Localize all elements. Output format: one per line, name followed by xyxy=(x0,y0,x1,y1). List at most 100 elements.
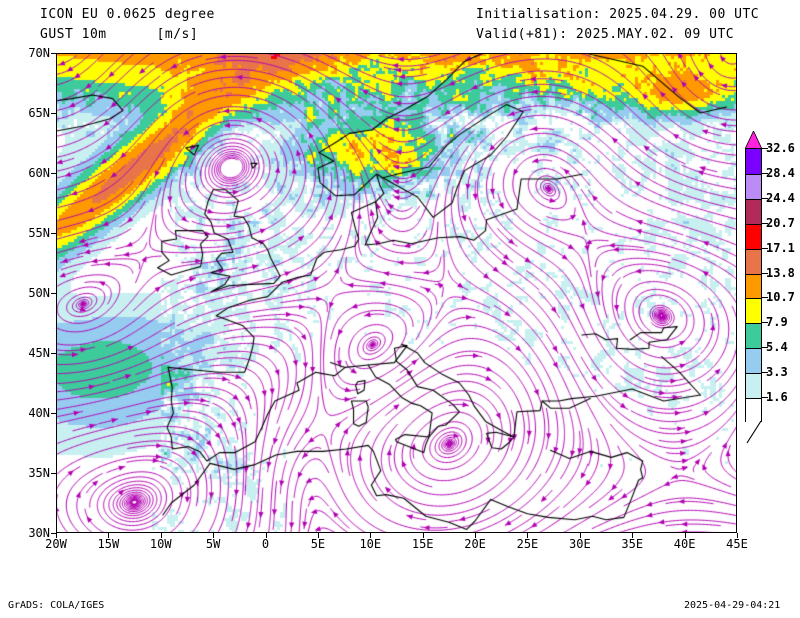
colorbar-tick xyxy=(762,247,768,249)
colorbar-tick xyxy=(762,322,768,324)
x-tick-mark xyxy=(422,533,424,538)
colorbar-tick-label: 3.3 xyxy=(766,365,788,380)
y-tick-label: 60N xyxy=(28,166,50,180)
y-tick-label: 50N xyxy=(28,286,50,300)
colorbar-band xyxy=(746,323,761,349)
colorbar-tick-label: 7.9 xyxy=(766,315,788,330)
y-tick-mark xyxy=(51,53,56,54)
x-tick-label: 35E xyxy=(621,537,644,551)
map-plot-area xyxy=(56,53,737,533)
x-tick-mark xyxy=(370,533,372,538)
x-tick-label: 30E xyxy=(569,537,591,551)
y-tick-label: 45N xyxy=(28,346,50,360)
colorbar-band xyxy=(746,149,761,174)
colorbar-tick-label: 17.1 xyxy=(766,240,795,255)
colorbar-tick-label: 24.4 xyxy=(766,190,795,205)
colorbar-band xyxy=(746,273,761,299)
y-tick-mark xyxy=(51,233,56,234)
colorbar-divider xyxy=(746,273,761,275)
colorbar-band xyxy=(746,398,761,423)
x-tick-mark xyxy=(265,533,267,538)
colorbar-band xyxy=(746,198,761,224)
colorbar-tick xyxy=(762,197,768,199)
x-tick-label: 20W xyxy=(45,537,67,551)
x-tick-label: 40E xyxy=(673,537,696,551)
gust-field-canvas xyxy=(56,53,737,533)
x-tick-mark xyxy=(632,533,634,538)
y-tick-label: 40N xyxy=(28,406,50,420)
y-tick-label: 55N xyxy=(28,226,50,240)
colorbar-divider xyxy=(746,373,761,375)
colorbar-band xyxy=(746,173,761,199)
colorbar-top-arrow xyxy=(745,131,762,149)
colorbar-band xyxy=(746,248,761,274)
x-tick-mark xyxy=(475,533,477,538)
y-tick-label: 30N xyxy=(28,526,50,540)
colorbar-divider xyxy=(746,198,761,200)
x-tick-mark xyxy=(56,533,57,538)
y-tick-label: 35N xyxy=(28,466,50,480)
y-tick-mark xyxy=(51,173,56,174)
colorbar-tick-label: 10.7 xyxy=(766,290,795,305)
valid-time-label: Valid(+81): 2025.MAY.02. 09 UTC xyxy=(476,27,735,42)
colorbar-bottom-tail xyxy=(746,420,762,444)
colorbar-tick xyxy=(762,272,768,274)
colorbar-tick-label: 28.4 xyxy=(766,165,795,180)
x-tick-label: 10E xyxy=(359,537,382,551)
colorbar-band xyxy=(746,348,761,374)
x-tick-mark xyxy=(108,533,110,538)
y-tick-mark xyxy=(51,413,56,414)
y-tick-mark xyxy=(51,293,56,294)
colorbar-band xyxy=(746,298,761,324)
y-tick-mark xyxy=(51,353,56,354)
colorbar-tick xyxy=(762,148,768,149)
colorbar-divider xyxy=(746,173,761,175)
colorbar-tick xyxy=(762,222,768,224)
model-title: ICON EU 0.0625 degree xyxy=(40,7,215,22)
field-title: GUST 10m [m/s] xyxy=(40,27,199,42)
colorbar-divider xyxy=(746,298,761,300)
y-tick-mark xyxy=(51,473,56,474)
x-tick-label: 45E xyxy=(726,537,748,551)
colorbar-band xyxy=(746,373,761,399)
colorbar-tick-label: 1.6 xyxy=(766,390,788,405)
colorbar xyxy=(745,148,762,423)
initialisation-label: Initialisation: 2025.04.29. 00 UTC xyxy=(476,7,760,22)
x-tick-mark xyxy=(737,533,738,538)
colorbar-band xyxy=(746,223,761,249)
colorbar-tick xyxy=(762,372,768,374)
footer-right: 2025-04-29-04:21 xyxy=(684,600,781,611)
x-tick-label: 25E xyxy=(516,537,539,551)
colorbar-tick xyxy=(762,347,768,349)
y-tick-mark xyxy=(51,113,56,114)
footer-left: GrADS: COLA/IGES xyxy=(8,600,105,611)
colorbar-divider xyxy=(746,248,761,250)
x-tick-mark xyxy=(160,533,162,538)
colorbar-tick-label: 5.4 xyxy=(766,340,788,355)
x-tick-mark xyxy=(213,533,215,538)
colorbar-tick xyxy=(762,397,768,399)
colorbar-tick xyxy=(762,172,768,174)
x-tick-mark xyxy=(317,533,319,538)
y-tick-mark xyxy=(51,533,56,534)
colorbar-divider xyxy=(746,348,761,350)
x-tick-label: 15E xyxy=(411,537,434,551)
colorbar-divider xyxy=(746,223,761,225)
x-tick-label: 5E xyxy=(310,537,326,551)
x-tick-mark xyxy=(579,533,581,538)
x-tick-label: 15W xyxy=(97,537,120,551)
x-tick-mark xyxy=(684,533,686,538)
colorbar-tick xyxy=(762,297,768,299)
x-tick-mark xyxy=(527,533,529,538)
colorbar-tick-label: 32.6 xyxy=(766,141,795,155)
x-tick-label: 20E xyxy=(464,537,486,551)
colorbar-tick-label: 20.7 xyxy=(766,215,795,230)
colorbar-divider xyxy=(746,323,761,325)
colorbar-divider xyxy=(746,398,761,400)
y-tick-label: 65N xyxy=(28,106,50,120)
x-tick-label: 0 xyxy=(261,537,270,551)
x-tick-label: 10W xyxy=(149,537,172,551)
y-tick-label: 70N xyxy=(28,46,50,60)
colorbar-tick-label: 13.8 xyxy=(766,265,795,280)
x-tick-label: 5W xyxy=(205,537,221,551)
